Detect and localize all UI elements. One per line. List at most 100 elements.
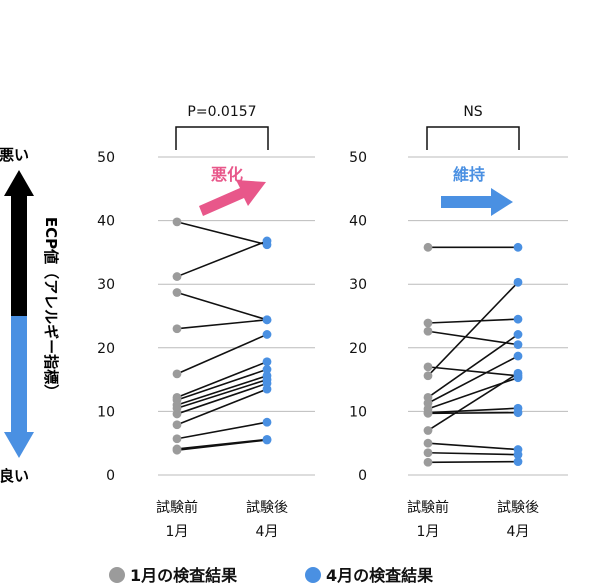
trend-annotation: 維持 <box>453 165 485 184</box>
y-tick-label: 40 <box>349 214 367 230</box>
january-point <box>423 362 433 372</box>
patient-pair-line <box>427 366 519 377</box>
y-tick-label: 20 <box>349 341 367 357</box>
january-point <box>172 217 182 227</box>
april-point <box>513 340 523 350</box>
patient-pair-line <box>176 333 268 375</box>
significance-bracket <box>426 126 520 150</box>
y-tick-label: 20 <box>97 341 115 357</box>
y-tick-label: 50 <box>97 150 115 166</box>
april-point <box>513 368 523 378</box>
april-point <box>513 450 523 460</box>
legend-label: 1月の検査結果 <box>130 566 237 585</box>
severity-arrow-down-head <box>4 432 34 458</box>
patient-pair-line <box>176 378 268 409</box>
april-point <box>513 457 523 467</box>
april-point <box>513 314 523 324</box>
january-point <box>423 371 433 381</box>
april-point <box>262 330 272 339</box>
january-point <box>423 457 433 467</box>
patient-pair-line <box>427 318 519 324</box>
patient-pair-line <box>427 355 519 404</box>
january-point <box>423 326 433 336</box>
january-point <box>172 324 182 334</box>
patient-pair-line <box>427 442 519 451</box>
patient-pair-line <box>427 333 519 399</box>
legend-marker <box>305 567 321 583</box>
january-point <box>423 448 433 458</box>
x-category-label: 試験前 <box>407 499 449 516</box>
severity-arrow-dark-shaft <box>11 194 27 316</box>
worsening-arrow <box>199 180 266 216</box>
january-point <box>172 434 182 444</box>
april-point <box>513 330 523 339</box>
april-point <box>262 435 272 445</box>
april-point <box>513 408 523 418</box>
y-tick-label: 0 <box>106 468 115 484</box>
patient-pair-line <box>176 388 268 426</box>
y-tick-label: 50 <box>349 150 367 166</box>
patient-pair-line <box>176 382 268 415</box>
january-point <box>423 318 433 328</box>
april-point <box>262 417 272 427</box>
april-point <box>262 384 272 394</box>
legend-label: 4月の検査結果 <box>326 566 433 585</box>
trend-annotation: 悪化 <box>211 165 243 184</box>
severity-arrow-up-head <box>4 170 34 196</box>
x-category-label: 試験後 <box>246 500 288 516</box>
y-tick-label: 10 <box>97 404 115 420</box>
january-point <box>423 426 433 435</box>
significance-bracket <box>175 126 269 150</box>
y-tick-label: 40 <box>97 214 115 230</box>
severity-arrow-light-shaft <box>11 316 27 434</box>
y-tick-label: 30 <box>349 277 367 293</box>
x-category-label: 4月 <box>256 524 279 540</box>
patient-pair-line <box>176 319 268 330</box>
patient-pair-line <box>176 439 268 451</box>
legend-marker <box>109 567 125 583</box>
patient-pair-line <box>176 421 268 440</box>
patient-pair-line <box>427 372 519 432</box>
april-point <box>262 315 272 325</box>
january-point <box>172 420 182 430</box>
legend: 1月の検査結果 4月の検査結果 <box>109 566 433 585</box>
patient-pair-line <box>427 451 519 456</box>
january-point <box>172 288 182 297</box>
significance-label: NS <box>463 104 482 120</box>
patient-pair-line <box>427 407 519 414</box>
y-tick-label: 30 <box>97 277 115 293</box>
january-point <box>423 242 433 252</box>
significance-label: P=0.0157 <box>187 104 256 120</box>
patient-pair-line <box>427 460 519 464</box>
january-point <box>172 409 182 419</box>
severity-top-label: 悪い <box>0 146 29 164</box>
january-point <box>423 438 433 448</box>
patient-pair-line <box>176 368 268 401</box>
april-point <box>513 277 523 287</box>
april-point <box>513 351 523 361</box>
patient-pair-line <box>176 221 268 246</box>
maintain-arrow <box>441 188 513 216</box>
x-category-label: 試験前 <box>156 499 198 516</box>
severity-bottom-label: 良い <box>0 467 29 485</box>
april-point <box>513 242 523 252</box>
severity-side-axis: 悪い 良い ECP値（アレルギー指標） <box>0 146 60 485</box>
patient-pair-line <box>176 361 268 399</box>
patient-pair-line <box>176 291 268 321</box>
y-tick-label: 10 <box>349 404 367 420</box>
x-category-label: 4月 <box>507 524 530 540</box>
patient-pair-line <box>427 330 519 346</box>
patient-pair-line <box>176 375 268 406</box>
april-point <box>262 365 272 374</box>
x-category-label: 1月 <box>166 524 189 540</box>
april-point <box>262 357 272 367</box>
january-point <box>172 272 182 281</box>
y-tick-label: 0 <box>358 468 367 484</box>
april-point <box>262 236 272 246</box>
x-category-label: 試験後 <box>497 500 539 516</box>
january-point <box>423 408 433 418</box>
patient-pair-line <box>427 281 519 377</box>
